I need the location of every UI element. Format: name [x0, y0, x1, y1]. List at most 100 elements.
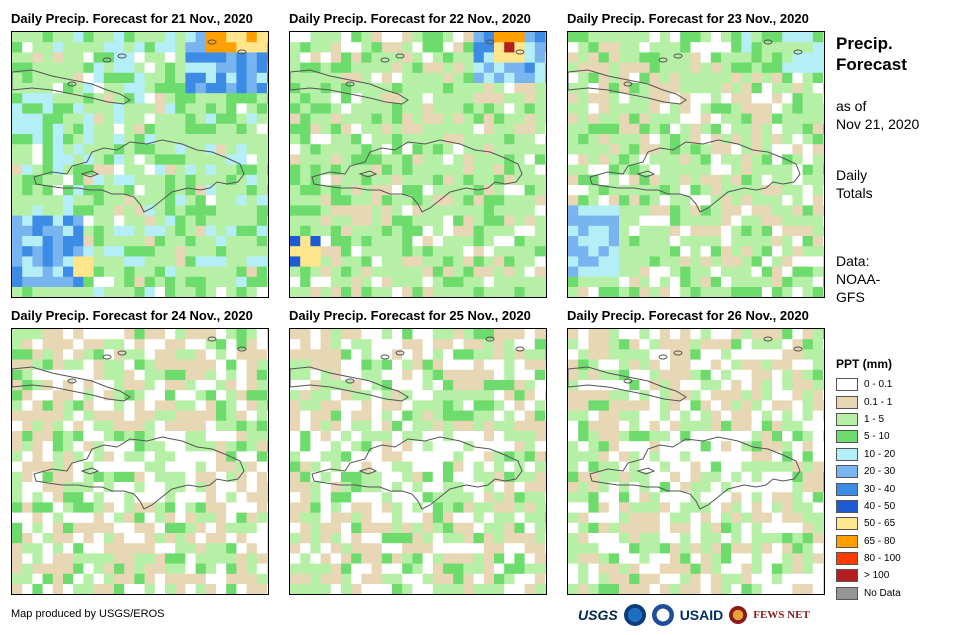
- legend-swatch: [836, 499, 858, 513]
- data-source-line2: NOAA-: [836, 271, 881, 287]
- map-credit: Map produced by USGS/EROS: [11, 608, 165, 620]
- cuba-outline: [568, 366, 687, 402]
- island-outline: [485, 336, 495, 342]
- gonave-outline: [358, 467, 378, 475]
- island-outline: [793, 346, 803, 352]
- legend-swatch: [836, 534, 858, 548]
- legend-item: 0.1 - 1: [836, 393, 901, 410]
- panel-title-6: Daily Precip. Forecast for 26 Nov., 2020: [567, 308, 809, 323]
- legend-label: 50 - 65: [864, 518, 896, 530]
- legend-swatch: [836, 447, 858, 461]
- island-outline: [623, 81, 633, 87]
- island-outline: [102, 57, 112, 63]
- island-outline: [395, 350, 405, 356]
- legend-item: 80 - 100: [836, 550, 901, 567]
- island-outline: [658, 354, 668, 360]
- forecast-map-6: [567, 328, 825, 595]
- island-outline: [207, 39, 217, 45]
- island-outline: [67, 81, 77, 87]
- gonave-outline: [80, 170, 100, 178]
- island-outline: [673, 350, 683, 356]
- hispaniola-outline: [311, 139, 523, 213]
- legend-swatch: [836, 552, 858, 566]
- legend-item: > 100: [836, 567, 901, 584]
- cuba-outline: [568, 69, 687, 105]
- legend-label: 80 - 100: [864, 553, 901, 565]
- legend-label: No Data: [864, 587, 901, 599]
- legend-label: 5 - 10: [864, 431, 890, 443]
- sidebar-title: Precip. Forecast: [836, 33, 907, 75]
- island-outline: [237, 346, 247, 352]
- legend-swatch: [836, 586, 858, 600]
- forecast-map-1: [11, 31, 269, 298]
- logo-strip: USGS USAID FEWS NET: [578, 600, 810, 630]
- hispaniola-outline: [589, 139, 801, 213]
- precip-grid-3: [568, 32, 824, 297]
- hispaniola-outline: [311, 436, 523, 510]
- island-outline: [658, 57, 668, 63]
- legend-item: No Data: [836, 585, 901, 602]
- legend-swatch: [836, 412, 858, 426]
- legend-label: 10 - 20: [864, 448, 896, 460]
- legend-item: 65 - 80: [836, 533, 901, 550]
- precip-grid-6: [568, 329, 824, 594]
- precip-grid-1: [12, 32, 268, 297]
- gonave-outline: [80, 467, 100, 475]
- data-source-line1: Data:: [836, 253, 870, 269]
- hispaniola-outline: [589, 436, 801, 510]
- cuba-outline: [12, 366, 131, 402]
- legend-label: 65 - 80: [864, 535, 896, 547]
- island-outline: [763, 39, 773, 45]
- as-of-date: as of Nov 21, 2020: [836, 97, 919, 133]
- forecast-map-4: [11, 328, 269, 595]
- island-outline: [380, 57, 390, 63]
- hispaniola-outline: [33, 436, 245, 510]
- legend-swatch: [836, 517, 858, 531]
- island-outline: [67, 378, 77, 384]
- legend-item: 40 - 50: [836, 498, 901, 515]
- legend-item: 5 - 10: [836, 428, 901, 445]
- totals-label: Daily Totals: [836, 166, 873, 202]
- panel-title-3: Daily Precip. Forecast for 23 Nov., 2020: [567, 11, 809, 26]
- panel-title-2: Daily Precip. Forecast for 22 Nov., 2020: [289, 11, 531, 26]
- cuba-outline: [12, 69, 131, 105]
- legend-item: 10 - 20: [836, 446, 901, 463]
- island-outline: [237, 49, 247, 55]
- island-outline: [380, 354, 390, 360]
- legend-item: 50 - 65: [836, 515, 901, 532]
- legend-swatch: [836, 482, 858, 496]
- legend-label: 40 - 50: [864, 500, 896, 512]
- legend-swatch: [836, 569, 858, 583]
- panel-title-4: Daily Precip. Forecast for 24 Nov., 2020: [11, 308, 253, 323]
- cuba-outline: [290, 366, 409, 402]
- fews-net-logo: FEWS NET: [753, 609, 810, 621]
- cuba-outline: [290, 69, 409, 105]
- island-outline: [117, 53, 127, 59]
- legend-label: 20 - 30: [864, 466, 896, 478]
- data-source: Data: NOAA- GFS: [836, 252, 880, 306]
- precip-grid-5: [290, 329, 546, 594]
- island-outline: [485, 39, 495, 45]
- island-outline: [117, 350, 127, 356]
- island-outline: [515, 346, 525, 352]
- island-outline: [395, 53, 405, 59]
- island-outline: [793, 49, 803, 55]
- usaid-logo: USAID: [679, 607, 724, 623]
- legend-item: 1 - 5: [836, 411, 901, 428]
- noaa-logo-icon: [623, 604, 646, 626]
- island-outline: [102, 354, 112, 360]
- island-outline: [207, 336, 217, 342]
- as-of-label: as of: [836, 98, 867, 114]
- legend-swatch: [836, 465, 858, 479]
- legend-item: 20 - 30: [836, 463, 901, 480]
- legend-item: 30 - 40: [836, 480, 901, 497]
- as-of-value: Nov 21, 2020: [836, 116, 920, 132]
- legend-label: 1 - 5: [864, 413, 885, 425]
- totals-line1: Daily: [836, 167, 868, 183]
- usgs-logo: USGS: [578, 607, 618, 623]
- totals-line2: Totals: [836, 185, 873, 201]
- data-source-line3: GFS: [836, 289, 865, 305]
- panel-title-1: Daily Precip. Forecast for 21 Nov., 2020: [11, 11, 253, 26]
- legend-swatch: [836, 430, 858, 444]
- legend-label: 0.1 - 1: [864, 396, 893, 408]
